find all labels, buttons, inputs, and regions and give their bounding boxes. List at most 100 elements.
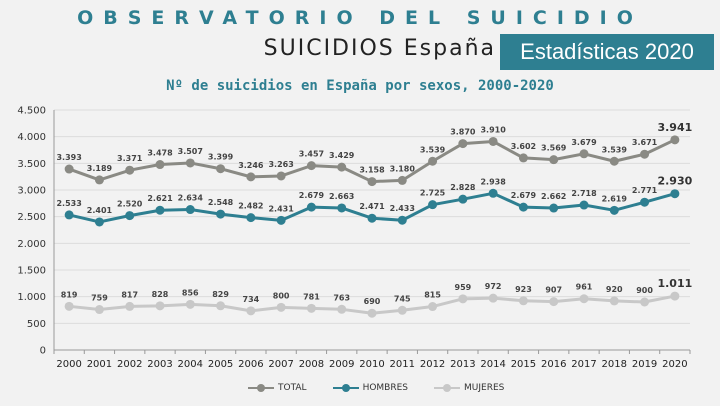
point-total — [670, 135, 680, 145]
data-label-mujeres: 815 — [424, 291, 441, 300]
data-label-total: 3.679 — [571, 138, 597, 147]
point-mujeres — [246, 306, 256, 316]
data-label-hombres: 2.621 — [147, 194, 173, 203]
legend-item-mujeres: MUJERES — [434, 383, 504, 393]
y-tick-label: 2.000 — [17, 239, 46, 250]
data-label-hombres: 2.471 — [359, 202, 385, 211]
point-hombres — [458, 194, 468, 204]
data-label-hombres: 2.725 — [420, 189, 446, 198]
x-tick-label: 2000 — [56, 359, 81, 370]
point-hombres — [155, 205, 165, 215]
data-label-mujeres: 900 — [636, 286, 653, 295]
data-label-total: 3.263 — [268, 160, 293, 169]
data-label-hombres: 2.930 — [657, 175, 692, 188]
x-tick-label: 2020 — [662, 359, 687, 370]
point-mujeres — [337, 304, 347, 314]
x-tick-label: 2009 — [329, 359, 354, 370]
y-tick-label: 0 — [40, 346, 46, 357]
legend-item-hombres: HOMBRES — [332, 383, 409, 393]
data-label-total: 3.478 — [147, 149, 173, 158]
data-label-mujeres: 763 — [333, 293, 350, 302]
data-label-mujeres: 800 — [273, 291, 290, 300]
point-hombres — [94, 217, 104, 227]
data-label-hombres: 2.533 — [56, 199, 81, 208]
data-label-mujeres: 920 — [606, 285, 623, 294]
point-hombres — [367, 213, 377, 223]
data-label-total: 3.158 — [359, 166, 385, 175]
statistics-badge: Estadísticas 2020 — [500, 34, 714, 70]
legend-swatch-mujeres — [434, 383, 461, 393]
legend-label-mujeres: MUJERES — [464, 383, 505, 393]
data-label-mujeres: 829 — [212, 290, 229, 299]
point-hombres — [397, 215, 407, 225]
y-tick-label: 500 — [27, 319, 46, 330]
data-label-mujeres: 781 — [303, 292, 320, 301]
x-tick-label: 2011 — [390, 359, 415, 370]
point-total — [397, 175, 407, 185]
point-mujeres — [216, 301, 226, 311]
x-tick-label: 2015 — [511, 359, 536, 370]
point-mujeres — [609, 296, 619, 306]
point-hombres — [306, 202, 316, 212]
data-label-hombres: 2.401 — [87, 206, 113, 215]
data-label-total: 3.246 — [238, 161, 264, 170]
point-hombres — [488, 188, 498, 198]
data-label-mujeres: 819 — [61, 290, 78, 299]
point-mujeres — [397, 305, 407, 315]
subtitle-row: SUICIDIOS España Estadísticas 2020 — [0, 34, 720, 70]
data-label-total: 3.399 — [208, 153, 234, 162]
point-hombres — [579, 200, 589, 210]
data-label-hombres: 2.771 — [632, 186, 658, 195]
x-tick-label: 2016 — [541, 359, 566, 370]
data-label-mujeres: 745 — [394, 294, 411, 303]
point-hombres — [670, 189, 680, 199]
point-total — [246, 172, 256, 182]
point-hombres — [185, 205, 195, 215]
data-label-total: 3.429 — [329, 151, 355, 160]
data-label-total: 3.910 — [480, 125, 506, 134]
data-label-hombres: 2.619 — [602, 194, 628, 203]
observatory-title: OBSERVATORIO DEL SUICIDIO — [77, 7, 643, 29]
subtitle-text: SUICIDIOS España — [263, 36, 496, 61]
data-label-total: 3.569 — [541, 144, 567, 153]
point-mujeres — [125, 301, 135, 311]
point-total — [549, 155, 559, 165]
data-label-total: 3.507 — [178, 147, 203, 156]
y-tick-label: 1.000 — [17, 292, 46, 303]
point-total — [276, 171, 286, 181]
x-tick-label: 2014 — [480, 359, 505, 370]
x-tick-label: 2002 — [117, 359, 142, 370]
point-hombres — [337, 203, 347, 213]
data-label-total: 3.941 — [657, 121, 692, 134]
point-total — [428, 156, 438, 166]
x-tick-label: 2006 — [238, 359, 263, 370]
point-mujeres — [640, 297, 650, 307]
point-mujeres — [306, 303, 316, 313]
data-label-hombres: 2.662 — [541, 192, 566, 201]
data-label-mujeres: 923 — [515, 285, 532, 294]
data-label-total: 3.371 — [117, 154, 143, 163]
data-label-hombres: 2.679 — [511, 191, 537, 200]
y-tick-label: 4.000 — [17, 132, 46, 143]
point-mujeres — [155, 301, 165, 311]
chart-title: Nº de suicidios en España por sexos, 200… — [166, 78, 554, 94]
data-label-hombres: 2.938 — [480, 177, 506, 186]
point-total — [155, 160, 165, 170]
data-label-hombres: 2.482 — [238, 202, 263, 211]
data-label-mujeres: 734 — [243, 295, 260, 304]
point-total — [216, 164, 226, 174]
data-label-mujeres: 961 — [576, 283, 593, 292]
data-label-total: 3.457 — [299, 150, 324, 159]
point-hombres — [609, 205, 619, 215]
legend-label-total: TOTAL — [278, 383, 307, 393]
point-hombres — [428, 200, 438, 210]
data-label-mujeres: 817 — [121, 290, 138, 299]
x-tick-label: 2012 — [420, 359, 445, 370]
y-tick-label: 2.500 — [17, 212, 46, 223]
point-hombres — [276, 215, 286, 225]
point-total — [337, 162, 347, 172]
y-tick-label: 4.500 — [17, 106, 46, 117]
x-tick-label: 2018 — [602, 359, 627, 370]
legend-label-hombres: HOMBRES — [362, 383, 409, 393]
